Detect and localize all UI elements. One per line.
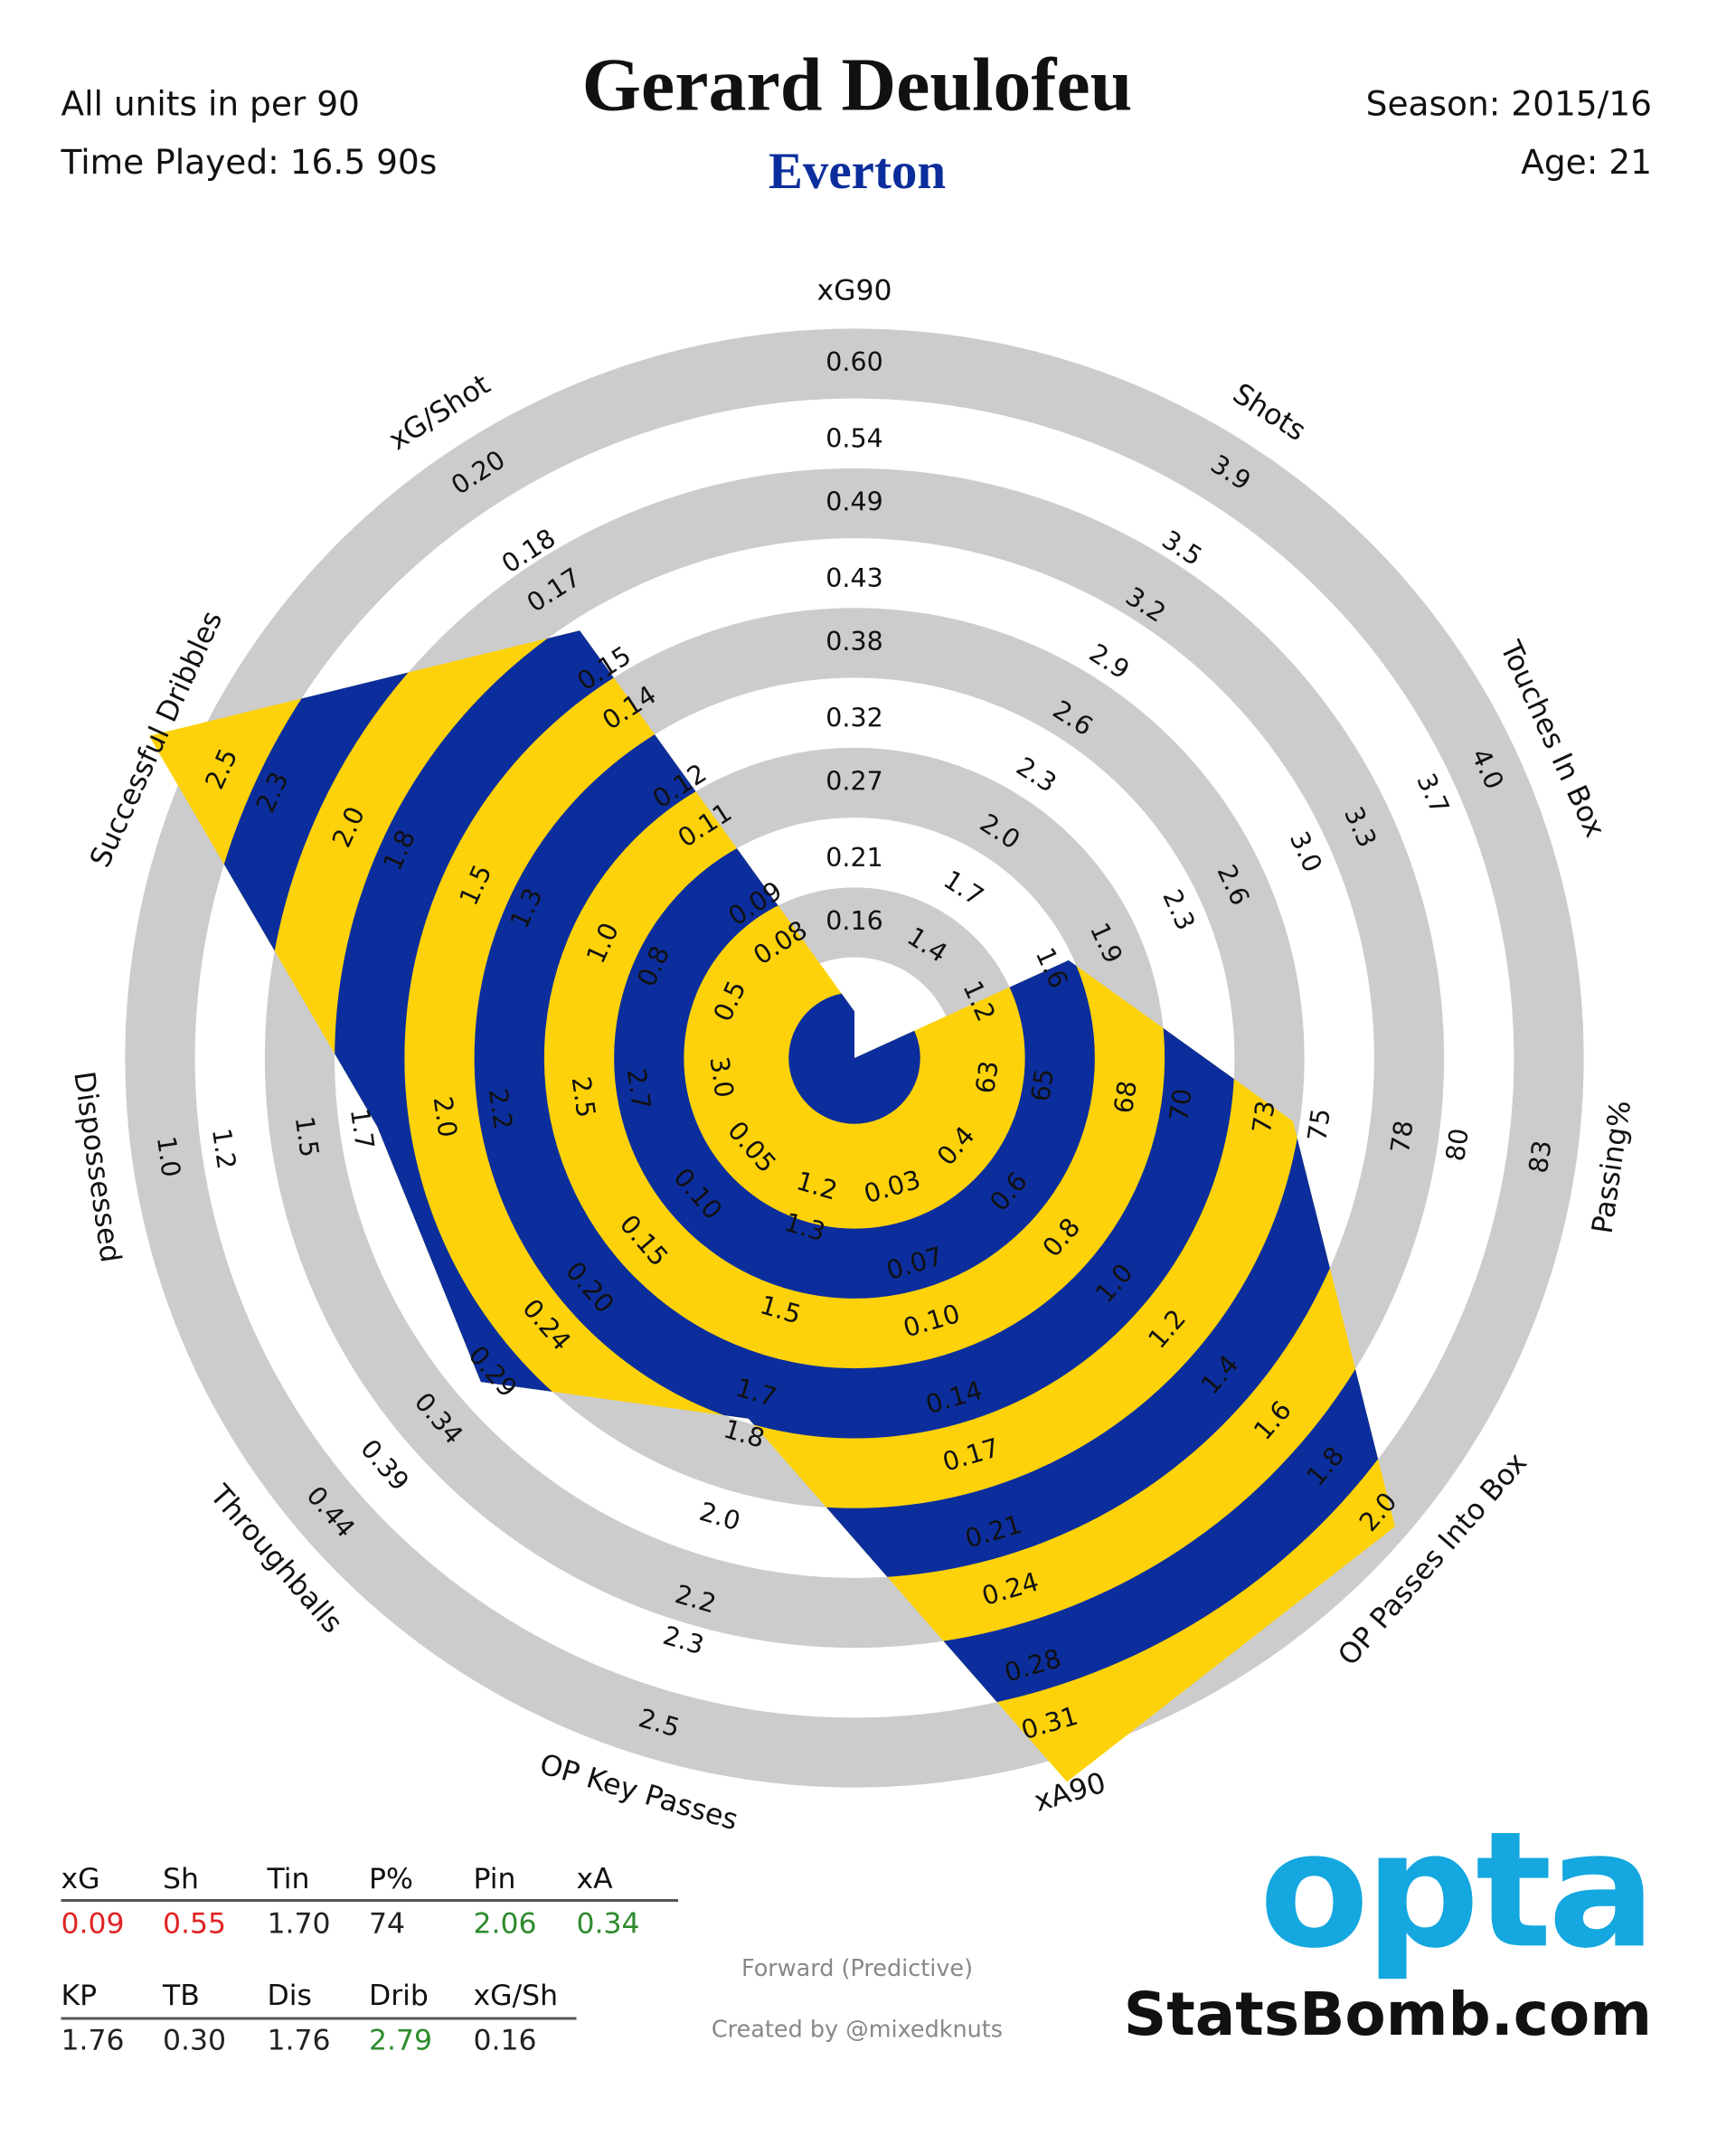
tick-label: 65 (1025, 1067, 1060, 1104)
credit: Created by @mixedknuts (712, 2016, 1003, 2043)
tick-label: 83 (1524, 1139, 1558, 1176)
tick-label: 0.60 (826, 347, 882, 377)
table-header: Drib (369, 1980, 429, 2012)
age: Age: 21 (1521, 142, 1652, 182)
table-header: Tin (267, 1863, 310, 1895)
table-value: 0.09 (61, 1907, 125, 1940)
table-value: 0.30 (163, 2024, 226, 2056)
tick-label: 2.7 (621, 1067, 656, 1112)
table-value: 2.79 (369, 2024, 432, 2056)
tick-label: 0.54 (826, 423, 882, 453)
tick-label: 0.38 (826, 627, 882, 657)
tick-label: 0.43 (826, 563, 882, 593)
logo: opta (1260, 1797, 1652, 1983)
tick-label: 75 (1302, 1107, 1336, 1144)
tick-label: 63 (970, 1059, 1005, 1096)
table-value: 1.76 (61, 2024, 125, 2056)
tick-label: 80 (1440, 1127, 1475, 1164)
role: Forward (Predictive) (741, 1955, 973, 1982)
table-header: P% (369, 1863, 413, 1895)
table-header: Dis (268, 1980, 312, 2012)
table-header: TB (162, 1980, 200, 2012)
table-header: xG (61, 1863, 100, 1895)
table-header: xA (577, 1863, 614, 1895)
tick-label: 2.2 (483, 1087, 518, 1132)
time-played: Time Played: 16.5 90s (61, 142, 438, 182)
table-value: 1.76 (268, 2024, 331, 2056)
tick-label: 0.49 (826, 487, 882, 516)
table-header: Sh (163, 1863, 199, 1895)
tick-label: 68 (1109, 1079, 1143, 1116)
season: Season: 2015/16 (1366, 83, 1652, 123)
tick-label: 1.5 (289, 1114, 325, 1159)
table-header: Pin (474, 1863, 516, 1895)
chart-title: Gerard Deulofeu (582, 43, 1133, 127)
table-header: xG/Sh (474, 1980, 559, 2012)
tick-label: 1.0 (151, 1134, 186, 1179)
tick-label: 0.21 (826, 843, 882, 873)
table-value: 0.55 (163, 1907, 226, 1940)
tick-label: 78 (1385, 1119, 1420, 1156)
axis-name: xG90 (816, 274, 892, 307)
tick-label: 2.0 (428, 1094, 463, 1139)
tick-label: 1.2 (206, 1127, 241, 1172)
tick-label: 2.5 (566, 1074, 601, 1120)
table-value: 74 (369, 1907, 405, 1940)
table-value: 1.70 (268, 1907, 331, 1940)
tick-label: 70 (1164, 1087, 1198, 1124)
tick-label: 3.0 (703, 1054, 739, 1100)
tick-label: 73 (1247, 1099, 1281, 1136)
tick-label: 0.27 (826, 766, 882, 796)
tick-label: 0.32 (826, 703, 882, 733)
table-value: 0.34 (577, 1907, 640, 1940)
tick-label: 1.7 (344, 1107, 380, 1152)
tick-label: 0.16 (826, 906, 882, 936)
site: StatsBomb.com (1124, 1980, 1652, 2049)
chart-subtitle: Everton (769, 143, 946, 200)
units-note: All units in per 90 (61, 83, 360, 123)
table-value: 2.06 (474, 1907, 537, 1940)
table-header: KP (61, 1980, 98, 2012)
table-value: 0.16 (474, 2024, 537, 2056)
